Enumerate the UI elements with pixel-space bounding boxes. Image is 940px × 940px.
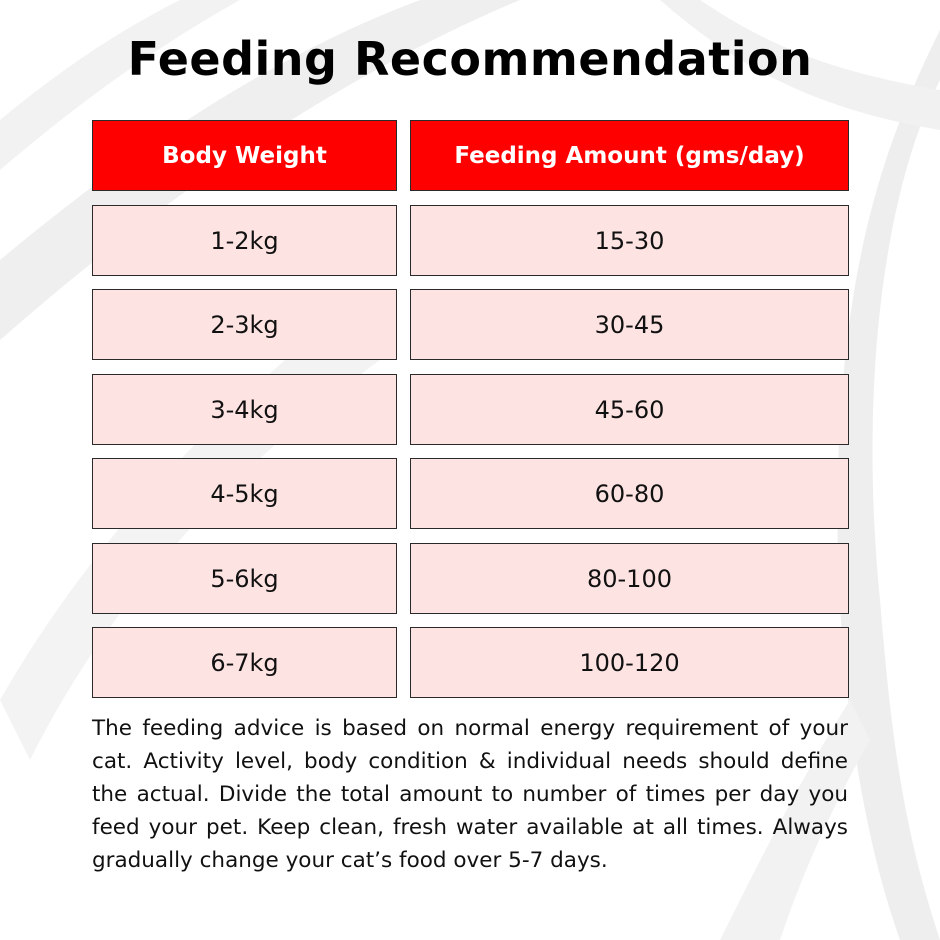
body-weight-cell: 2-3kg (92, 289, 397, 360)
feeding-amount-cell: 80-100 (410, 543, 849, 614)
body-weight-cell: 1-2kg (92, 205, 397, 276)
feeding-amount-cell: 45-60 (410, 374, 849, 445)
body-weight-cell: 4-5kg (92, 458, 397, 529)
feeding-amount-cell: 60-80 (410, 458, 849, 529)
page-title: Feeding Recommendation (127, 32, 813, 86)
feeding-amount-cell: 15-30 (410, 205, 849, 276)
body-weight-cell: 6-7kg (92, 627, 397, 698)
feeding-amount-cell: 100-120 (410, 627, 849, 698)
body-weight-cell: 3-4kg (92, 374, 397, 445)
feeding-amount-cell: 30-45 (410, 289, 849, 360)
header-body-weight: Body Weight (92, 120, 397, 191)
feeding-note: The feeding advice is based on normal en… (92, 716, 848, 873)
header-feeding-amount: Feeding Amount (gms/day) (410, 120, 849, 191)
body-weight-cell: 5-6kg (92, 543, 397, 614)
